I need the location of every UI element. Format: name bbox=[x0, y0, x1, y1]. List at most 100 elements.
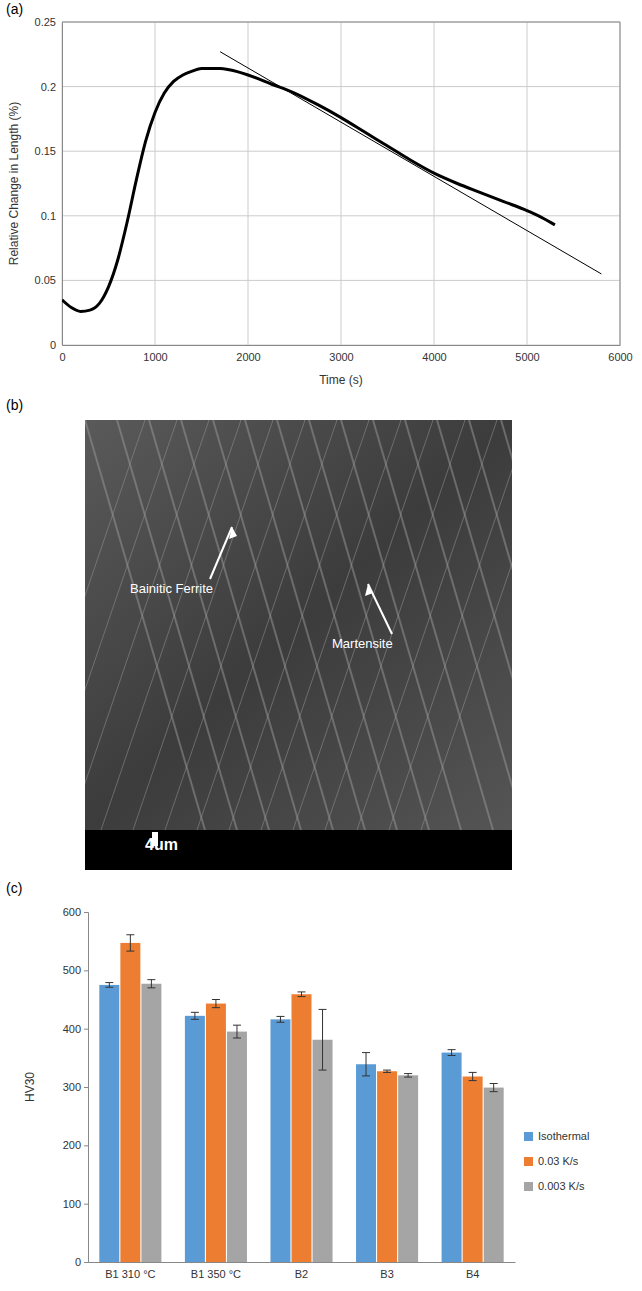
legend-label: 0.003 K/s bbox=[538, 1180, 585, 1192]
texture-line bbox=[85, 420, 209, 830]
x-tick-label: 1000 bbox=[143, 351, 167, 363]
y-tick: 100 bbox=[63, 1198, 88, 1210]
error-bar-stem bbox=[109, 983, 110, 988]
error-bar-cap bbox=[298, 991, 306, 992]
y-axis: 00.050.10.150.20.25 bbox=[35, 16, 63, 351]
texture-line bbox=[117, 420, 237, 830]
tick-mark bbox=[84, 1029, 88, 1030]
x-axis-line bbox=[63, 345, 621, 346]
texture-line bbox=[325, 420, 465, 830]
error-bar-cap bbox=[126, 934, 134, 935]
texture-line bbox=[149, 420, 269, 830]
error-bar-cap bbox=[362, 1075, 370, 1076]
error-bar bbox=[362, 1053, 370, 1076]
bar bbox=[185, 1016, 205, 1262]
error-bar-cap bbox=[490, 1091, 498, 1092]
grid-line bbox=[155, 22, 156, 345]
texture-line bbox=[245, 420, 365, 830]
grid-line bbox=[620, 22, 621, 345]
error-bar bbox=[276, 1016, 284, 1022]
error-bar-stem bbox=[322, 1009, 323, 1070]
y-tick-label: 0.05 bbox=[35, 274, 56, 286]
error-bar-cap bbox=[469, 1080, 477, 1081]
bar bbox=[270, 1019, 290, 1262]
y-tick-label: 0.1 bbox=[41, 210, 56, 222]
error-bar-cap bbox=[276, 1022, 284, 1023]
arrow-head bbox=[365, 584, 373, 596]
tick-mark bbox=[84, 1087, 88, 1088]
frame bbox=[620, 22, 621, 345]
texture-line bbox=[357, 420, 497, 830]
error-bar-cap bbox=[448, 1055, 456, 1056]
error-bar-cap bbox=[212, 999, 220, 1000]
bar bbox=[227, 1032, 247, 1262]
tick-mark bbox=[84, 1204, 88, 1205]
legend-swatch bbox=[524, 1182, 533, 1191]
texture-line bbox=[389, 420, 512, 830]
y-tick: 0.2 bbox=[41, 81, 62, 93]
micrograph-texture bbox=[85, 420, 512, 830]
texture-line bbox=[437, 420, 512, 830]
error-bar bbox=[191, 1012, 199, 1019]
texture-line bbox=[101, 420, 241, 830]
error-bar-stem bbox=[130, 935, 131, 951]
texture-line bbox=[133, 420, 273, 830]
texture-line bbox=[277, 420, 397, 830]
y-tick: 0.05 bbox=[35, 274, 62, 286]
bar bbox=[463, 1077, 483, 1263]
error-bar-stem bbox=[236, 1025, 237, 1038]
error-bar bbox=[147, 980, 155, 988]
error-bar-stem bbox=[301, 992, 302, 997]
scale-band bbox=[85, 830, 512, 870]
error-bar bbox=[383, 1070, 391, 1072]
annotation: Bainitic Ferrite bbox=[130, 581, 213, 596]
texture-line bbox=[421, 420, 512, 830]
x-tick: 0 bbox=[59, 345, 65, 363]
x-tick-label: 2000 bbox=[236, 351, 260, 363]
error-bar-cap bbox=[105, 982, 113, 983]
texture-line bbox=[341, 420, 461, 830]
error-bar-cap bbox=[490, 1083, 498, 1084]
y-tick-label: 300 bbox=[63, 1081, 81, 1093]
x-tick: B1 310 °C bbox=[105, 1262, 155, 1280]
error-bar-cap bbox=[191, 1012, 199, 1013]
data-line bbox=[220, 52, 601, 274]
error-bar bbox=[490, 1084, 498, 1092]
grid-line bbox=[62, 22, 63, 345]
x-tick-label: 6000 bbox=[608, 351, 632, 363]
error-bar-cap bbox=[404, 1073, 412, 1074]
bar bbox=[356, 1064, 376, 1262]
texture-line bbox=[501, 420, 512, 830]
error-bar-stem bbox=[493, 1084, 494, 1092]
error-bar-cap bbox=[276, 1016, 284, 1017]
error-bar-cap bbox=[298, 996, 306, 997]
data-line bbox=[62, 69, 555, 312]
plot-area bbox=[99, 935, 503, 1262]
x-tick: B3 bbox=[380, 1262, 393, 1280]
texture-line bbox=[261, 420, 401, 830]
tick-mark bbox=[84, 1145, 88, 1146]
grid-line bbox=[434, 22, 435, 345]
y-tick: 500 bbox=[63, 964, 88, 976]
error-bar-cap bbox=[404, 1077, 412, 1078]
micrograph bbox=[85, 420, 512, 830]
x-tick-label: B1 350 °C bbox=[191, 1268, 241, 1280]
x-tick-label: 5000 bbox=[515, 351, 539, 363]
error-bar bbox=[105, 983, 113, 988]
y-tick-label: 0 bbox=[50, 339, 56, 351]
x-tick: B2 bbox=[295, 1262, 308, 1280]
plot-area bbox=[62, 52, 601, 312]
frame bbox=[62, 22, 620, 23]
error-bar bbox=[126, 935, 134, 951]
bar bbox=[292, 994, 312, 1262]
legend-label: 0.03 K/s bbox=[538, 1155, 579, 1167]
grid-line bbox=[62, 22, 620, 23]
x-tick: 2000 bbox=[236, 345, 260, 363]
bar bbox=[99, 985, 119, 1262]
x-tick-label: B3 bbox=[380, 1268, 393, 1280]
texture-line bbox=[181, 420, 301, 830]
bar bbox=[313, 1040, 333, 1262]
error-bar-cap bbox=[319, 1070, 327, 1071]
x-tick: 4000 bbox=[422, 345, 446, 363]
legend-swatch bbox=[524, 1157, 533, 1166]
